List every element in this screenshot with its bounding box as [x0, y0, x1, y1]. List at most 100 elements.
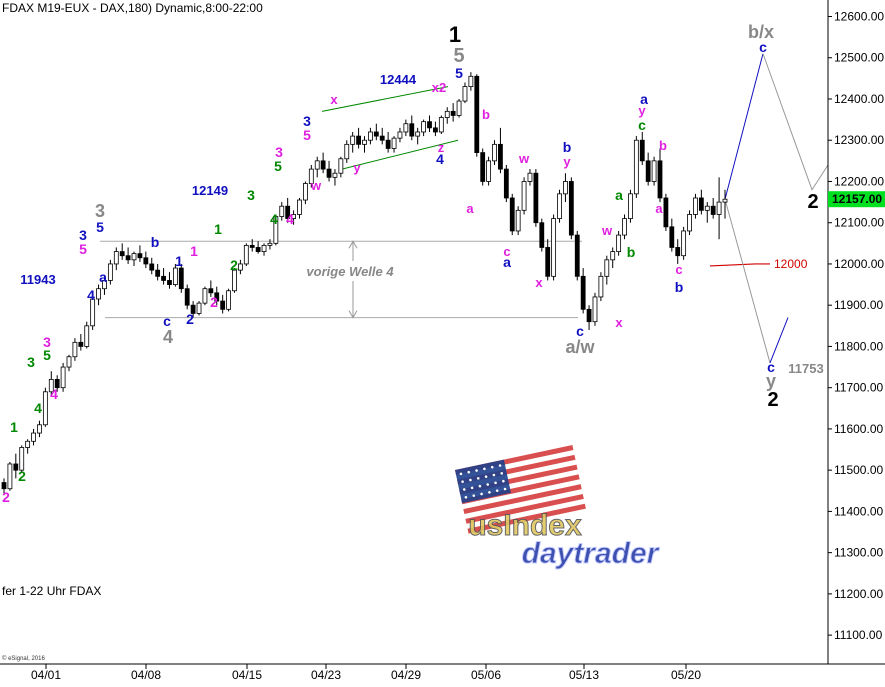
- candle-down: [675, 247, 681, 257]
- candle-up: [403, 123, 409, 133]
- wave-label-b-m: b: [482, 107, 490, 122]
- candle-down: [320, 160, 326, 170]
- wave-label-3: 3: [303, 113, 311, 129]
- wave-label-aw: a/w: [565, 337, 595, 357]
- wave-label-a-m2: a: [655, 201, 663, 216]
- candle-up: [196, 302, 202, 314]
- candle-up: [551, 218, 557, 277]
- candle-up: [48, 379, 54, 393]
- candle-down: [149, 263, 155, 271]
- candle-up: [131, 253, 137, 261]
- candle-down: [373, 131, 379, 137]
- candle-down: [710, 205, 716, 215]
- candle-up: [7, 463, 13, 490]
- candle-up: [362, 139, 367, 145]
- wave-label-5-m: 5: [303, 127, 311, 143]
- flag-stripe: [463, 484, 582, 515]
- candle-down: [143, 257, 149, 265]
- flag-star: [503, 487, 507, 491]
- flag-star: [469, 478, 472, 482]
- wave-label-2-major: 2: [807, 191, 818, 213]
- forecast-path-up: [724, 53, 764, 200]
- wave-label-b-g: b: [627, 244, 636, 260]
- candle-up: [291, 214, 296, 219]
- candle-up: [25, 440, 31, 448]
- flag-star: [502, 479, 505, 483]
- candle-up: [279, 205, 285, 217]
- candle-up: [297, 199, 302, 215]
- candle-down: [409, 123, 415, 137]
- y-tick-label: 12600.00: [834, 9, 884, 23]
- candle-up: [96, 288, 101, 300]
- wave-label-c-b3: c: [767, 359, 775, 375]
- candle-down: [137, 253, 143, 259]
- candle-down: [155, 269, 161, 277]
- x-tick-label: 05/13: [569, 668, 599, 682]
- wave-label-1-g2: 1: [10, 419, 18, 435]
- y-tick-label: 11700.00: [834, 381, 883, 395]
- wave4-label-bg: [296, 261, 406, 281]
- wave-label-4: 4: [436, 151, 444, 167]
- candle-down: [545, 247, 551, 277]
- flag-star: [498, 464, 502, 467]
- candle-down: [356, 135, 361, 145]
- candle-down: [214, 292, 220, 302]
- candle-up: [60, 366, 66, 389]
- candle-up: [308, 168, 314, 184]
- candle-down: [639, 139, 645, 162]
- wave-label-2-b: 2: [186, 311, 194, 327]
- candle-up: [563, 181, 568, 195]
- flag-star: [494, 481, 497, 485]
- candle-down: [167, 280, 172, 285]
- candle-down: [125, 255, 131, 261]
- flag-star: [483, 467, 486, 471]
- candle-down: [190, 304, 196, 314]
- wave-label-w-m2: w: [601, 223, 613, 238]
- y-tick-label: 11300.00: [834, 546, 883, 560]
- candle-down: [568, 181, 574, 236]
- wave-label-5-g2: 5: [43, 347, 51, 363]
- candle-up: [415, 131, 421, 137]
- candle-down: [427, 121, 432, 129]
- logo-text-daytrader: daytrader: [522, 537, 661, 570]
- candle-up: [616, 234, 622, 252]
- candle-up: [261, 244, 267, 252]
- candle-down: [379, 135, 385, 141]
- wave-label-b-b: b: [563, 139, 572, 155]
- flag-star: [462, 488, 466, 491]
- y-tick-label: 11100.00: [834, 628, 883, 642]
- wave-label-c-g: c: [638, 117, 646, 133]
- wave-label-4-m2: 4: [50, 386, 58, 402]
- flag-star: [500, 472, 504, 475]
- candle-up: [37, 424, 42, 434]
- wave-label-w-m: w: [518, 151, 530, 166]
- candle-up: [604, 259, 610, 277]
- flag-star: [478, 484, 482, 488]
- wave-label-3-grey: 3: [95, 201, 105, 221]
- arrow-head-bottom: [348, 310, 358, 319]
- candle-up: [31, 432, 36, 442]
- y-tick-label: 12100.00: [834, 216, 884, 230]
- wave-label-2-m3: 2: [2, 489, 10, 505]
- flag-stripe: [465, 493, 584, 524]
- candle-up: [444, 110, 450, 118]
- last-price-badge: [828, 191, 885, 208]
- flag-star: [476, 477, 480, 480]
- arrow-head-top: [348, 240, 358, 249]
- candle-up: [716, 201, 722, 215]
- candle-down: [498, 143, 503, 170]
- wave-label-y-grey: y: [766, 371, 776, 391]
- y-tick-label: 11800.00: [834, 339, 883, 353]
- candle-up: [722, 198, 728, 203]
- wave-label-a-b2: a: [640, 91, 648, 107]
- flag-star: [492, 473, 496, 477]
- candle-down: [474, 75, 480, 153]
- wave-label-c-m2: c: [675, 262, 682, 277]
- candle-up: [397, 131, 403, 139]
- candle-up: [102, 280, 107, 290]
- y-tick-label: 11900.00: [834, 298, 883, 312]
- flag-star: [480, 492, 483, 496]
- wave4-note: vorige Welle 4: [306, 264, 394, 279]
- candle-down: [533, 172, 539, 224]
